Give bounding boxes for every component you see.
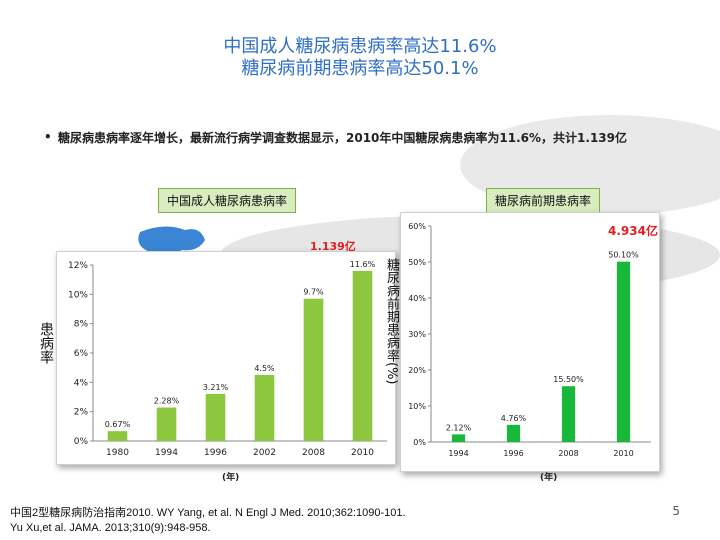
y-tick-label: 12% bbox=[68, 261, 88, 271]
x-tick-label: 2002 bbox=[253, 448, 276, 458]
right-panel-tag: 糖尿病前期患病率 bbox=[486, 188, 601, 213]
left-y-axis-label: 患病率 bbox=[38, 322, 54, 364]
bullet-marker: • bbox=[44, 130, 52, 144]
bar-value-label: 2.12% bbox=[446, 423, 472, 432]
left-chart-frame: 0% 2% 4% 6% 8% 10% 12% 0.67% 1980 2.28% 1994 3.21% 1… bbox=[56, 251, 396, 465]
y-tick-label: 4% bbox=[74, 378, 89, 388]
bar bbox=[303, 298, 324, 441]
bar-value-label: 11.6% bbox=[350, 260, 376, 269]
x-tick-label: 1994 bbox=[448, 449, 468, 458]
bullet-text: 糖尿病患病率逐年增长，最新流行病学调查数据显示，2010年中国糖尿病患病率为11… bbox=[58, 131, 627, 145]
bar-value-label: 3.21% bbox=[203, 383, 229, 392]
references: 中国2型糖尿病防治指南2010. WY Yang, et al. N Engl … bbox=[10, 506, 406, 536]
y-tick-label: 2% bbox=[74, 408, 89, 418]
bar-value-label: 4.5% bbox=[254, 364, 275, 373]
right-y-axis-label: 糖尿病前期患病率(%) bbox=[384, 258, 399, 385]
left-callout: 1.139亿 bbox=[310, 240, 356, 253]
y-tick-label: 0% bbox=[413, 438, 426, 447]
page-number: 5 bbox=[672, 504, 680, 518]
x-tick-label: 1996 bbox=[204, 448, 227, 458]
left-panel-tag: 中国成人糖尿病患病率 bbox=[158, 188, 297, 213]
reference-line-2: Yu Xu,et al. JAMA. 2013;310(9):948-958. bbox=[10, 522, 211, 534]
bar-value-label: 0.67% bbox=[105, 420, 131, 429]
y-tick-label: 10% bbox=[68, 290, 88, 300]
bar-value-label: 15.50% bbox=[553, 375, 584, 384]
slide-title-line2: 糖尿病前期患病率高达50.1% bbox=[241, 58, 479, 79]
bar bbox=[616, 261, 631, 442]
y-tick-label: 0% bbox=[74, 437, 89, 447]
x-tick-label: 2010 bbox=[613, 449, 633, 458]
right-chart-frame: 0% 10% 20% 30% 40% 50% 60% 2.12% 1994 4.76% 1996 15… bbox=[400, 212, 660, 472]
bar-value-label: 2.28% bbox=[154, 397, 180, 406]
bar bbox=[506, 424, 521, 442]
bar-value-label: 4.76% bbox=[501, 414, 527, 423]
y-tick-label: 8% bbox=[74, 320, 89, 330]
y-tick-label: 40% bbox=[408, 294, 426, 303]
y-tick-label: 50% bbox=[408, 258, 426, 267]
y-tick-label: 6% bbox=[74, 349, 89, 359]
bar bbox=[451, 434, 466, 442]
bar bbox=[254, 375, 275, 441]
bar bbox=[205, 393, 226, 441]
reference-line-1: 中国2型糖尿病防治指南2010. WY Yang, et al. N Engl … bbox=[10, 507, 406, 519]
y-tick-label: 30% bbox=[408, 330, 426, 339]
bar bbox=[107, 431, 128, 441]
x-tick-label: 2008 bbox=[558, 449, 578, 458]
slide-title-line1: 中国成人糖尿病患病率高达11.6% bbox=[223, 36, 497, 57]
y-tick-label: 10% bbox=[408, 402, 426, 411]
x-tick-label: 1994 bbox=[155, 448, 178, 458]
bar bbox=[156, 407, 177, 441]
x-tick-label: 2010 bbox=[351, 448, 374, 458]
right-callout: 4.934亿 bbox=[608, 224, 658, 238]
y-tick-label: 20% bbox=[408, 366, 426, 375]
left-bar-chart: 0% 2% 4% 6% 8% 10% 12% 0.67% 1980 2.28% 1994 3.21% 1… bbox=[68, 260, 387, 458]
bar bbox=[352, 270, 373, 441]
x-tick-label: 2008 bbox=[302, 448, 325, 458]
bar-value-label: 9.7% bbox=[303, 288, 324, 297]
x-tick-label: 1980 bbox=[106, 448, 129, 458]
left-x-unit: (年) bbox=[222, 473, 240, 483]
right-x-unit: (年) bbox=[540, 473, 558, 483]
bar bbox=[561, 386, 576, 442]
right-bar-chart: 0% 10% 20% 30% 40% 50% 60% 2.12% 1994 4.76% 1996 15… bbox=[408, 222, 651, 458]
bar-value-label: 50.10% bbox=[608, 251, 639, 260]
x-tick-label: 1996 bbox=[503, 449, 523, 458]
y-tick-label: 60% bbox=[408, 222, 426, 231]
